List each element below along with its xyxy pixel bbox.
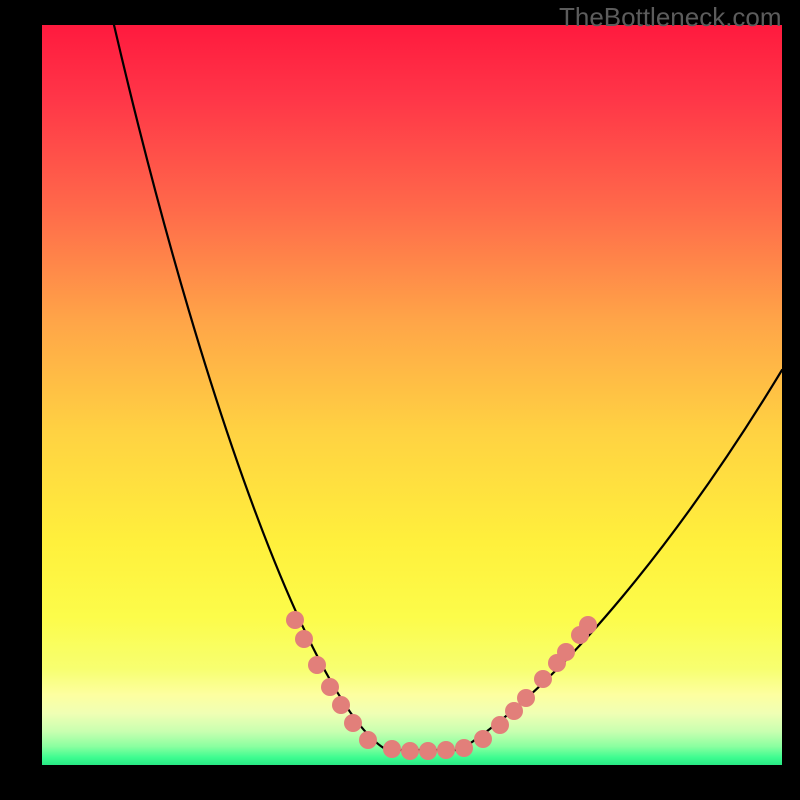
data-marker: [419, 742, 437, 760]
plot-area: [42, 25, 782, 765]
data-marker: [383, 740, 401, 758]
chart-svg: [42, 25, 782, 765]
data-marker: [286, 611, 304, 629]
data-marker: [491, 716, 509, 734]
data-marker: [359, 731, 377, 749]
data-marker: [517, 689, 535, 707]
data-marker: [401, 742, 419, 760]
data-marker: [332, 696, 350, 714]
data-marker: [455, 739, 473, 757]
data-marker: [295, 630, 313, 648]
data-marker: [534, 670, 552, 688]
data-marker: [579, 616, 597, 634]
data-marker: [557, 643, 575, 661]
gradient-background: [42, 25, 782, 765]
chart-container: TheBottleneck.com: [0, 0, 800, 800]
data-marker: [474, 730, 492, 748]
data-marker: [437, 741, 455, 759]
data-marker: [308, 656, 326, 674]
data-marker: [344, 714, 362, 732]
watermark-text: TheBottleneck.com: [559, 2, 782, 33]
data-marker: [321, 678, 339, 696]
